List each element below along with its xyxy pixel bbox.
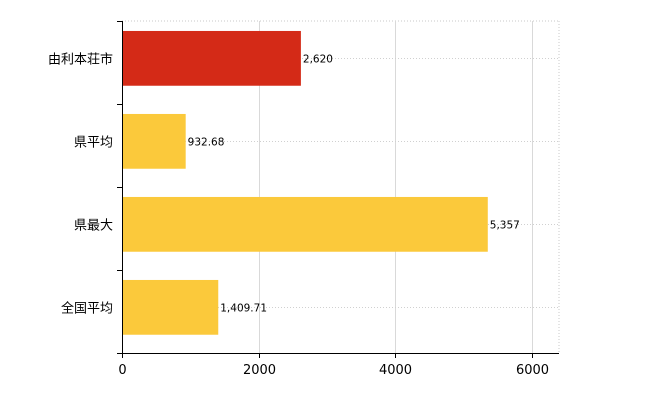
bar bbox=[123, 113, 186, 169]
data-label: 932.68 bbox=[188, 136, 225, 148]
x-tick-label: 4000 bbox=[379, 363, 412, 378]
category-label: 県最大 bbox=[74, 218, 113, 233]
bars bbox=[123, 30, 488, 335]
x-tick-label: 6000 bbox=[516, 363, 549, 378]
bar bbox=[123, 30, 301, 86]
bar bbox=[123, 279, 219, 335]
data-label: 5,357 bbox=[490, 219, 520, 231]
category-label: 由利本荘市 bbox=[48, 51, 113, 67]
x-tick-label: 2000 bbox=[243, 363, 276, 378]
category-label: 全国平均 bbox=[61, 300, 113, 316]
data-label: 2,620 bbox=[303, 53, 333, 65]
axes bbox=[117, 21, 559, 358]
data-label: 1,409.71 bbox=[220, 302, 267, 314]
x-tick-label: 0 bbox=[118, 363, 126, 378]
category-label: 県平均 bbox=[74, 135, 113, 150]
bar bbox=[123, 196, 488, 252]
